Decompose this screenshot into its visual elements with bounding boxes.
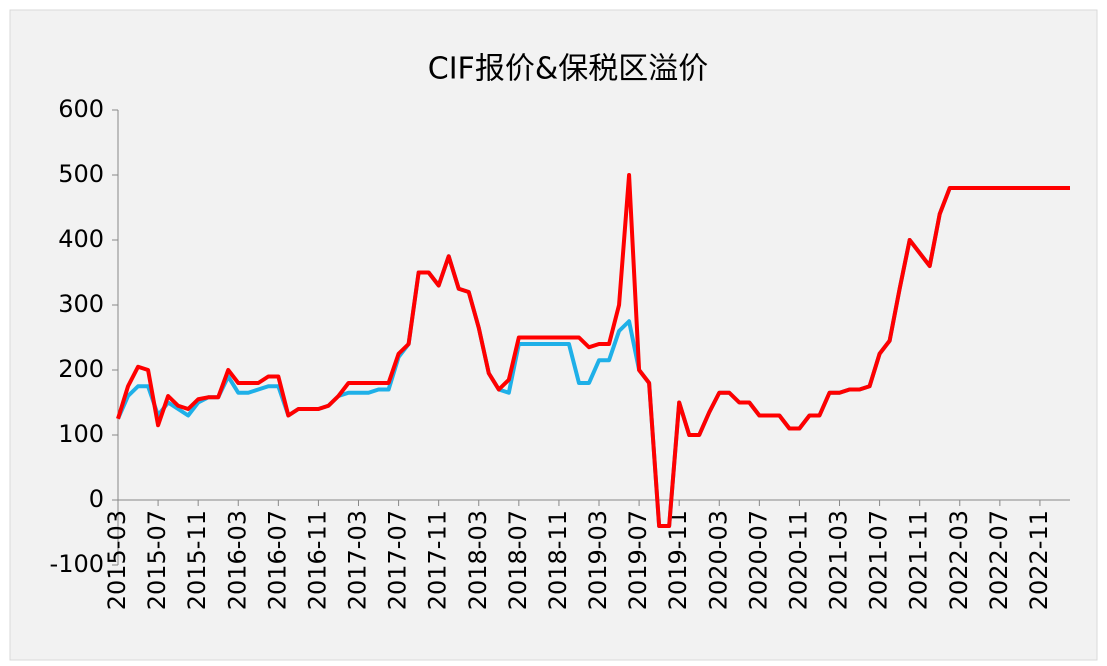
y-tick-label: 100 [58, 420, 104, 448]
x-tick-label: 2020-07 [744, 510, 772, 610]
x-tick-label: 2017-07 [384, 510, 412, 610]
x-tick-label: 2020-03 [704, 510, 732, 610]
x-tick-label: 2022-03 [945, 510, 973, 610]
x-tick-label: 2015-11 [183, 510, 211, 610]
line-series [116, 173, 1070, 528]
y-tick-label: 300 [58, 290, 104, 318]
x-tick-label: 2022-07 [985, 510, 1013, 610]
x-tick-label: 2017-11 [424, 510, 452, 610]
y-tick-label: 400 [58, 225, 104, 253]
y-tick-label: 0 [89, 485, 104, 513]
x-tick-label: 2020-11 [784, 510, 812, 610]
x-tick-label: 2017-03 [344, 510, 372, 610]
x-tick-label: 2022-11 [1025, 510, 1053, 610]
y-tick-label: 500 [58, 160, 104, 188]
chart-title: CIF报价&保税区溢价 [428, 52, 708, 87]
x-tick-label: 2016-11 [303, 510, 331, 610]
x-tick-label: 2016-07 [263, 510, 291, 610]
x-tick-label: 2015-07 [143, 510, 171, 610]
x-tick-label: 2015-03 [103, 510, 131, 610]
x-tick-label: 2019-07 [624, 510, 652, 610]
x-tick-label: 2016-03 [223, 510, 251, 610]
x-tick-label: 2018-07 [504, 510, 532, 610]
y-tick-label: 200 [58, 355, 104, 383]
x-tick-label: 2021-03 [825, 510, 853, 610]
y-tick-label: -100 [50, 550, 104, 578]
x-tick-label: 2021-11 [905, 510, 933, 610]
y-tick-label: 600 [58, 95, 104, 123]
chart-background [9, 9, 1098, 661]
x-tick-label: 2021-07 [865, 510, 893, 610]
x-tick-label: 2018-11 [544, 510, 572, 610]
x-tick-label: 2019-03 [584, 510, 612, 610]
x-tick-label: 2018-03 [464, 510, 492, 610]
